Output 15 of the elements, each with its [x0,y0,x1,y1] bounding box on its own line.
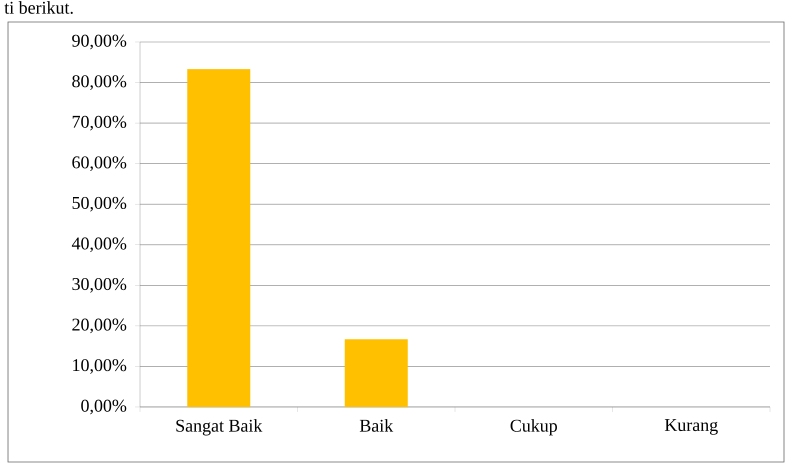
y-tick-label: 70,00% [72,116,126,130]
y-tick-label: 10,00% [73,359,126,374]
x-tick-label: Sangat Baik [176,419,262,436]
x-tick-label: Cukup [510,419,557,436]
y-tick-label: 40,00% [72,237,126,252]
y-tick-label: 90,00% [72,34,126,50]
y-tick-label: 80,00% [72,75,126,90]
y-tick-label: 20,00% [72,318,126,334]
y-tick-label: 60,00% [72,156,126,172]
x-tick-label: Kurang [664,419,718,435]
y-tick-label: 0,00% [81,400,126,414]
text: ti berikut. [4,1,73,14]
y-tick-label: 50,00% [72,196,126,212]
x-tick-label: Baik [360,419,394,432]
y-tick-label: 30,00% [72,278,126,293]
